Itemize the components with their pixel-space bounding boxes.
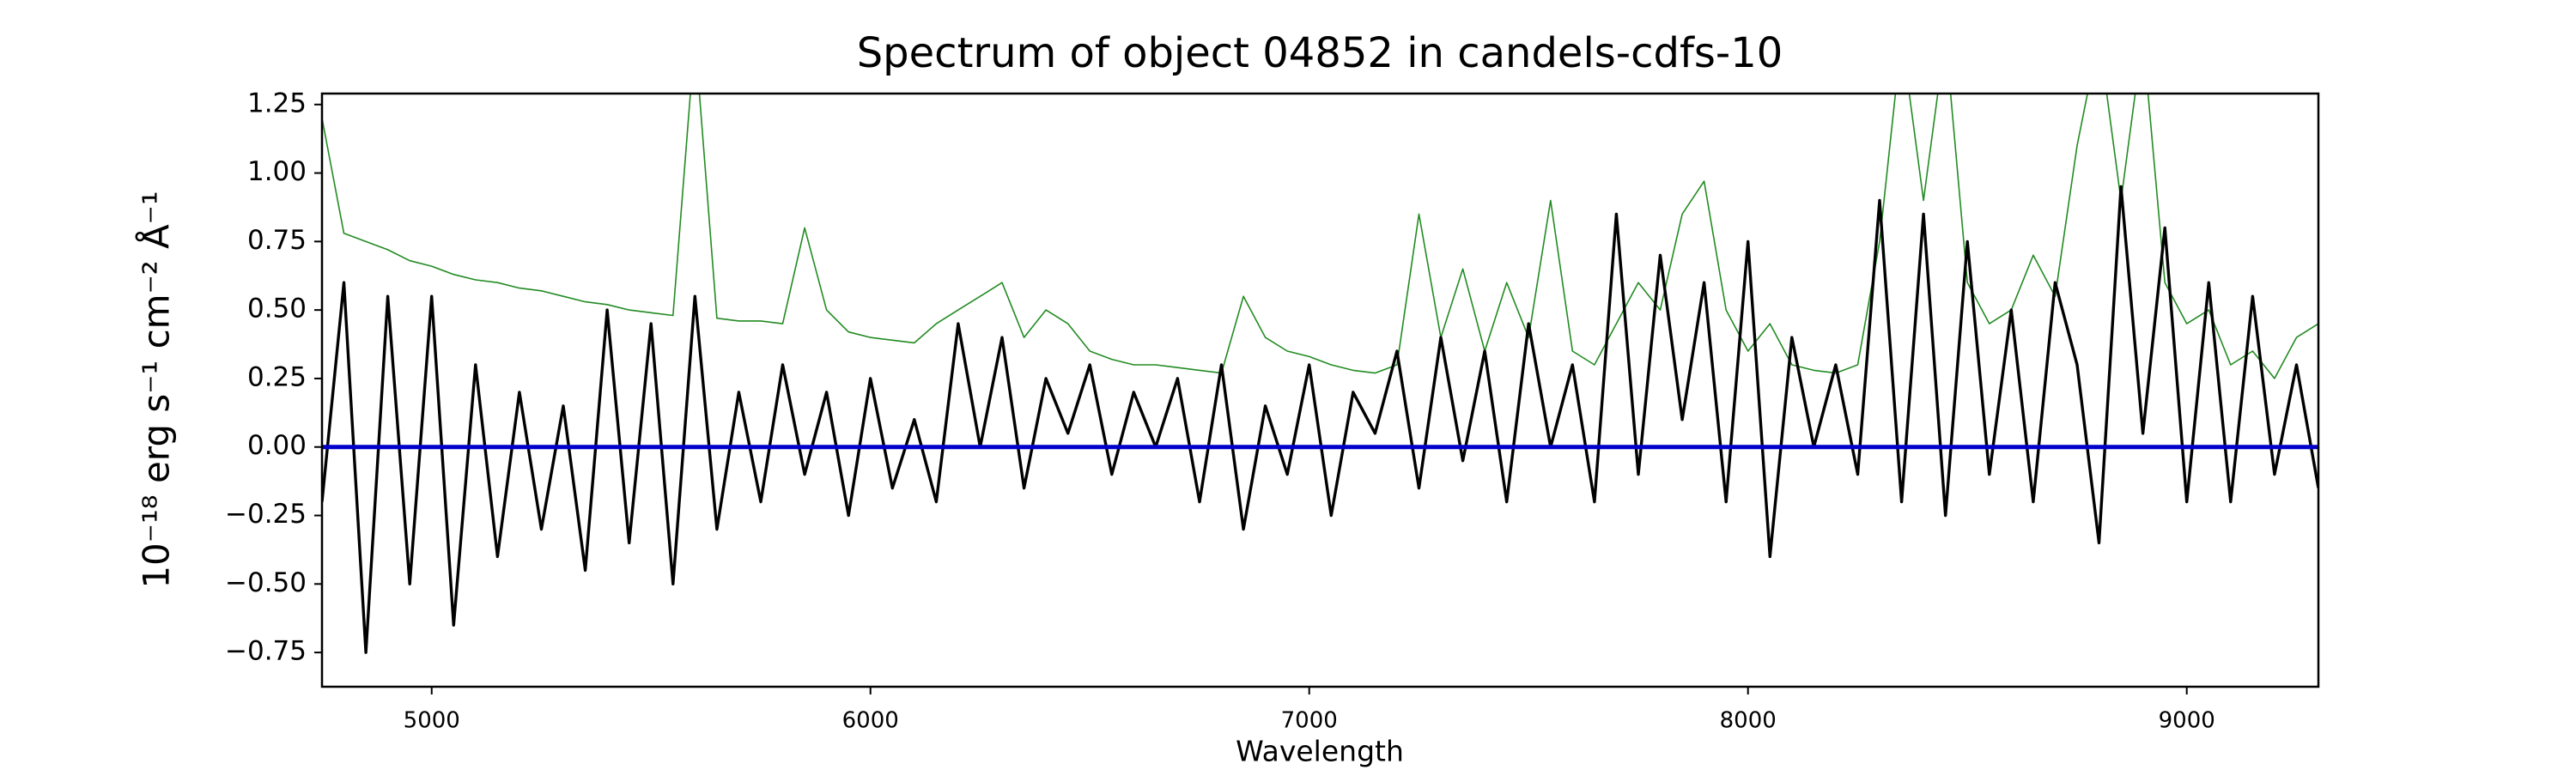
chart-title: Spectrum of object 04852 in candels-cdfs… (857, 29, 1783, 77)
x-tick-label: 9000 (2159, 708, 2215, 734)
x-tick-label: 5000 (404, 708, 460, 734)
spectrum-line (322, 94, 2318, 379)
y-tick-label: 0.25 (247, 361, 307, 392)
plot-frame (320, 92, 2320, 688)
y-tick-label: 0.00 (247, 430, 307, 461)
spectrum-line (322, 185, 2318, 654)
y-tick-label: −0.25 (225, 499, 307, 530)
y-tick-label: −0.50 (225, 567, 307, 598)
y-tick-label: 0.50 (247, 294, 307, 324)
plot-area (322, 94, 2318, 654)
y-tick-label: 1.00 (247, 156, 307, 187)
y-tick-label: −0.75 (225, 636, 307, 667)
y-tick-label: 1.25 (247, 88, 307, 118)
x-tick-label: 8000 (1720, 708, 1777, 734)
x-tick-label: 7000 (1281, 708, 1338, 734)
x-axis-label: Wavelength (1236, 735, 1404, 768)
y-tick-label: 0.75 (247, 225, 307, 256)
x-tick-label: 6000 (842, 708, 899, 734)
y-axis-label: 10⁻¹⁸ erg s⁻¹ cm⁻² Å⁻¹ (135, 191, 178, 588)
